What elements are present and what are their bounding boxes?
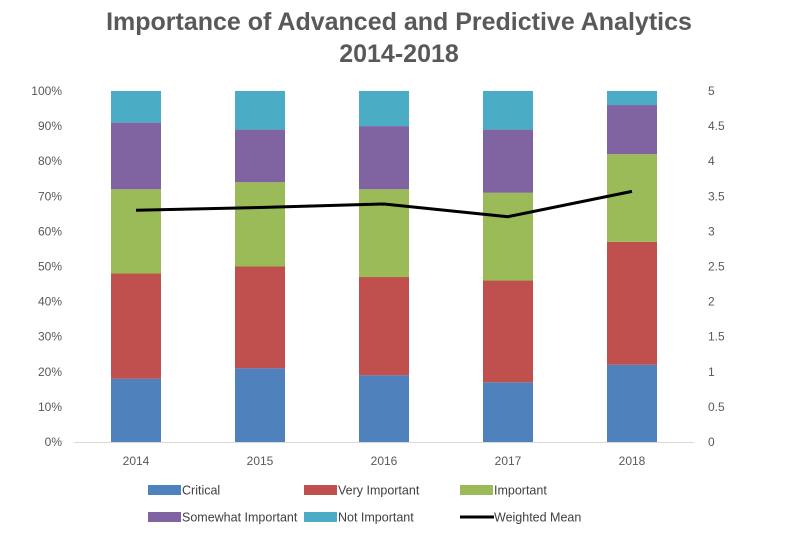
x-tick-label: 2016	[371, 454, 398, 468]
legend-swatch	[304, 485, 337, 495]
bar-segment	[607, 364, 657, 442]
legend-label: Somewhat Important	[182, 511, 298, 525]
bar-segment	[359, 91, 409, 127]
y-left-tick-label: 10%	[38, 400, 62, 414]
chart-title: Importance of Advanced and Predictive An…	[106, 8, 692, 36]
bar-segment	[483, 91, 533, 130]
y-right-tick-label: 1	[708, 365, 715, 379]
y-left-tick-label: 70%	[38, 189, 62, 203]
y-right-tick-label: 4	[708, 154, 715, 168]
bar-segment	[359, 126, 409, 190]
x-tick-label: 2018	[619, 454, 646, 468]
y-left-tick-label: 80%	[38, 154, 62, 168]
y-right-tick-label: 2	[708, 295, 715, 309]
legend-swatch	[460, 485, 493, 495]
x-tick-label: 2014	[123, 454, 150, 468]
chart-subtitle: 2014-2018	[339, 40, 459, 68]
y-right-tick-label: 0	[708, 435, 715, 449]
bar-segment	[235, 91, 285, 130]
bar-segment	[235, 266, 285, 369]
bar-segment	[359, 375, 409, 442]
y-left-tick-label: 0%	[45, 435, 63, 449]
bar-segment	[483, 382, 533, 442]
x-tick-label: 2015	[247, 454, 274, 468]
y-right-tick-label: 4.5	[708, 119, 725, 133]
y-right-tick-label: 3.5	[708, 189, 725, 203]
bar-segment	[111, 378, 161, 442]
bar-segment	[111, 273, 161, 379]
y-left-tick-label: 90%	[38, 119, 62, 133]
bar-segment	[483, 192, 533, 281]
bar-segment	[607, 91, 657, 106]
bar-segment	[359, 189, 409, 278]
legend-label: Not Important	[338, 511, 414, 525]
y-left-tick-label: 30%	[38, 330, 62, 344]
legend-label: Very Important	[338, 484, 420, 498]
legend-swatch	[148, 485, 181, 495]
bar-segment	[235, 129, 285, 183]
x-tick-label: 2017	[495, 454, 522, 468]
y-right-tick-label: 3	[708, 224, 715, 238]
y-right-tick-label: 0.5	[708, 400, 725, 414]
bar-segment	[607, 105, 657, 155]
y-left-tick-label: 50%	[38, 260, 62, 274]
legend-label: Critical	[182, 484, 220, 498]
legend-swatch	[304, 512, 337, 522]
y-right-tick-label: 1.5	[708, 330, 725, 344]
bar-segment	[483, 280, 533, 383]
bar-segment	[235, 182, 285, 267]
bar-segment	[111, 189, 161, 274]
y-right-tick-label: 5	[708, 84, 715, 98]
bar-segment	[111, 122, 161, 190]
y-left-tick-label: 20%	[38, 365, 62, 379]
bar-segment	[607, 154, 657, 242]
bar-segment	[607, 241, 657, 365]
bar-segment	[235, 368, 285, 442]
legend-label: Weighted Mean	[494, 511, 581, 525]
y-left-tick-label: 40%	[38, 295, 62, 309]
y-left-tick-label: 60%	[38, 224, 62, 238]
y-left-tick-label: 100%	[31, 84, 62, 98]
weighted-mean-line	[135, 189, 633, 219]
legend-label: Important	[494, 484, 547, 498]
y-right-tick-label: 2.5	[708, 260, 725, 274]
bar-segment	[111, 91, 161, 123]
bar-segment	[359, 277, 409, 376]
bar-segment	[483, 129, 533, 193]
legend-swatch	[148, 512, 181, 522]
